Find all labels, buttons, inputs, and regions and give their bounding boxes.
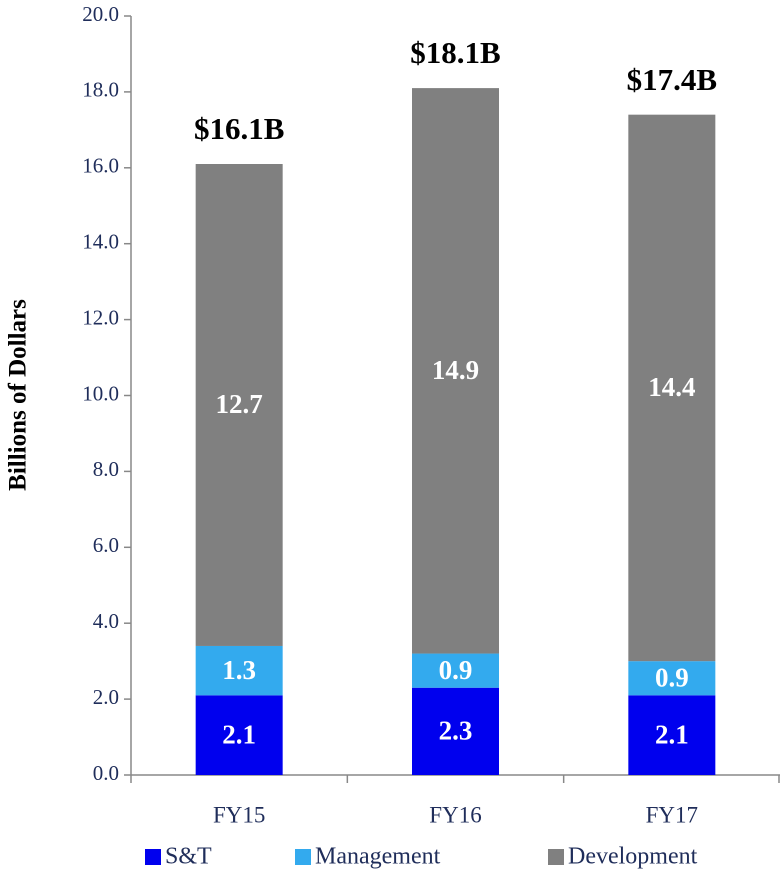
total-label: $18.1B [410,35,500,70]
value-label: 2.1 [655,719,689,749]
legend-label: Management [315,844,441,870]
value-label: 2.1 [222,719,256,749]
y-tick-label: 20.0 [82,2,119,26]
value-label: 2.3 [439,716,473,746]
x-tick-label: FY17 [646,802,698,827]
y-tick-label: 16.0 [82,154,119,178]
y-tick-label: 10.0 [82,381,119,405]
y-tick-label: 18.0 [82,78,119,102]
y-tick-label: 4.0 [93,609,119,633]
bar-segment [195,164,283,646]
bar-segment [195,645,283,696]
bar-segment [195,695,283,775]
y-tick-label: 0.0 [93,761,119,785]
value-label: 14.9 [432,355,479,385]
bar-segment [628,695,716,775]
value-label: 1.3 [222,655,256,685]
total-label: $17.4B [627,62,717,97]
y-tick-label: 6.0 [93,533,119,557]
bar-segment [412,653,499,688]
legend-label: S&T [165,844,212,870]
legend-label: Development [568,844,698,870]
value-label: 0.9 [439,655,473,685]
bar-segment [412,88,499,654]
y-tick-label: 12.0 [82,305,119,329]
bar-segment [628,661,716,696]
value-label: 12.7 [216,389,263,419]
y-tick-label: 2.0 [93,685,119,709]
x-tick-label: FY15 [213,802,265,827]
bar-segment [628,114,716,662]
value-label: 0.9 [655,662,689,692]
value-label: 14.4 [648,372,695,402]
legend-swatch [548,849,564,865]
total-label: $16.1B [194,111,284,146]
y-tick-label: 8.0 [93,457,119,481]
legend-swatch [145,849,161,865]
y-tick-label: 14.0 [82,230,119,254]
x-tick-label: FY16 [429,802,481,827]
legend-swatch [295,849,311,865]
bar-segment [412,687,499,775]
y-axis-label: Billions of Dollars [5,299,32,491]
